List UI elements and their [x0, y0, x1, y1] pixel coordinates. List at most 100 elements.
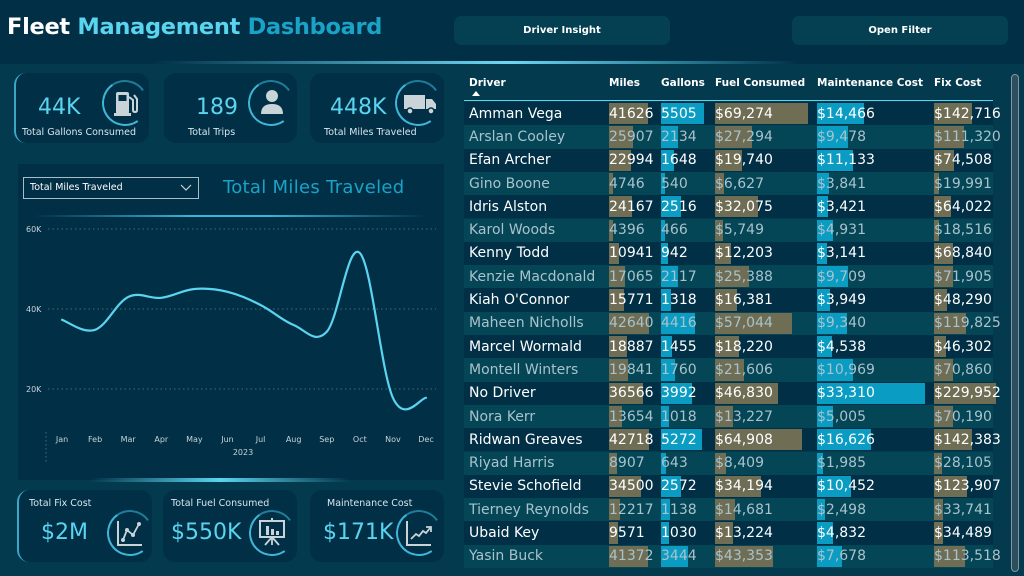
table-row[interactable]: Marcel Wormald 18887 1455 $18,220 $4,538 $46,… [464, 335, 993, 359]
data-point-mar[interactable] [125, 294, 131, 300]
table-row[interactable]: Maheen Nicholls 42640 4416 $57,044 $9,340 $11… [464, 311, 1001, 335]
cell-text: $27,294 [715, 128, 773, 145]
cell-text: $10,452 [817, 478, 875, 495]
column-header-gallons[interactable]: Gallons [661, 77, 705, 89]
table-row[interactable]: Kiah O'Connor 15771 1318 $16,381 $3,949 $48,2… [464, 288, 993, 312]
cell-text: $25,388 [715, 268, 773, 285]
table-row[interactable]: Nora Kerr 13654 1018 $13,227 $5,005 $70,190 [464, 404, 993, 429]
table-row[interactable]: Tierney Reynolds 12217 1138 $14,681 $2,498 $3… [464, 498, 993, 522]
kpi-value: $550K [171, 520, 242, 545]
table-row[interactable]: Ubaid Key 9571 1030 $13,224 $4,832 $34,489 [464, 521, 993, 545]
cell-maintenance: $16,626 [817, 428, 929, 451]
cell-miles: 24167 [609, 195, 657, 218]
data-bar-fuel [715, 219, 723, 241]
data-point-dec[interactable] [423, 395, 429, 401]
cell-gallons: 1138 [661, 498, 711, 521]
open-filter-button[interactable]: Open Filter [792, 16, 1008, 45]
data-point-jul[interactable] [258, 302, 264, 308]
table-row[interactable]: Kenny Todd 10941 942 $12,203 $3,141 $68,840 [464, 241, 993, 266]
cell-maintenance: $3,141 [817, 242, 929, 265]
metric-dropdown[interactable]: Total Miles Traveled [23, 177, 199, 199]
data-bar-fix [934, 196, 952, 218]
truck-icon [402, 88, 438, 118]
data-bar-miles [609, 522, 618, 544]
cell-miles: 42718 [609, 428, 657, 451]
data-bar-fuel [715, 452, 727, 474]
table-row[interactable]: Ridwan Greaves 42718 5272 $64,908 $16,626 $14… [464, 428, 1001, 452]
table-scrollbar[interactable] [1011, 74, 1019, 572]
data-bar-fuel [715, 289, 737, 311]
cell-miles: 4746 [609, 172, 657, 195]
cell-text: $142,716 [934, 105, 1001, 122]
table-row[interactable]: Karol Woods 4396 466 $5,749 $4,931 $18,516 [464, 218, 993, 242]
data-bar-maintenance [817, 289, 830, 311]
data-bar-gallons [661, 429, 703, 451]
cell-driver: Efan Archer [469, 149, 604, 172]
data-point-jun[interactable] [224, 289, 230, 295]
cell-text: $14,681 [715, 501, 773, 518]
driver-insight-button[interactable]: Driver Insight [454, 16, 670, 45]
table-row[interactable]: Idris Alston 24167 2516 $32,075 $3,421 $64,02… [464, 195, 993, 219]
data-point-oct[interactable] [357, 250, 363, 256]
data-bar-gallons [661, 475, 682, 498]
table-row[interactable]: Montell Winters 19841 1760 $21,606 $10,969 $7… [464, 358, 993, 382]
cell-text: $34,194 [715, 478, 773, 495]
table-row[interactable]: Amman Vega 41626 5505 $69,274 $14,466 $142,71… [464, 102, 1001, 126]
column-header-fuel-consumed[interactable]: Fuel Consumed [715, 77, 806, 89]
cell-fuel: $25,388 [715, 265, 813, 288]
data-bar-miles [609, 452, 618, 474]
data-point-may[interactable] [191, 286, 197, 292]
x-tick-label: Nov [385, 435, 401, 444]
cell-maintenance: $14,466 [817, 102, 929, 125]
data-point-apr[interactable] [158, 295, 164, 301]
table-row[interactable]: Efan Archer 22994 1648 $19,740 $11,133 $74,50… [464, 148, 993, 172]
column-header-miles[interactable]: Miles [609, 77, 641, 89]
cell-text: $9,478 [817, 128, 866, 145]
data-bar-fuel [715, 405, 733, 428]
data-bar-miles [609, 336, 627, 358]
data-bar-fix [934, 499, 944, 521]
cell-driver: Riyad Harris [469, 452, 604, 475]
column-header-maintenance-cost[interactable]: Maintenance Cost [817, 77, 923, 89]
data-point-feb[interactable] [92, 327, 98, 333]
table-row[interactable]: Arslan Cooley 25907 2134 $27,294 $9,478 $111,… [464, 125, 1001, 149]
cell-maintenance: $1,985 [817, 452, 929, 475]
x-axis-label: 2023 [233, 448, 253, 457]
cell-miles: 36566 [609, 382, 657, 405]
column-header-fix-cost[interactable]: Fix Cost [934, 77, 982, 89]
data-point-jan[interactable] [59, 317, 65, 323]
data-point-sep[interactable] [324, 329, 330, 335]
cell-fix: $119,825 [934, 312, 1001, 335]
table-row[interactable]: Gino Boone 4746 540 $6,627 $3,841 $19,991 [464, 171, 993, 196]
cell-text: $48,290 [934, 292, 992, 309]
data-bar-miles [609, 545, 648, 567]
data-bar-fuel [715, 242, 732, 265]
data-point-nov[interactable] [390, 395, 396, 401]
cell-text: 1455 [661, 338, 697, 355]
table-row[interactable]: Yasin Buck 41372 3444 $43,353 $7,678 $113,518 [464, 544, 1001, 568]
cell-gallons: 3992 [661, 382, 711, 405]
table-row[interactable]: Kenzie Macdonald 17065 2117 $25,388 $9,709 $7… [464, 265, 993, 289]
cell-driver: Montell Winters [469, 358, 604, 381]
series-line-0[interactable] [60, 250, 428, 411]
data-bar-fuel [715, 266, 750, 288]
cell-maintenance: $5,005 [817, 405, 929, 428]
data-bar-fuel [715, 149, 742, 171]
cell-gallons: 1760 [661, 358, 711, 381]
sort-ascending-icon[interactable] [472, 91, 480, 96]
column-header-driver[interactable]: Driver [469, 77, 506, 89]
cell-text: 36566 [609, 385, 654, 402]
table-row[interactable]: No Driver 36566 3992 $46,830 $33,310 $229,952 [464, 381, 1001, 405]
data-bar-gallons [661, 545, 688, 567]
cell-text: 17065 [609, 268, 654, 285]
table-row[interactable]: Riyad Harris 8907 643 $8,409 $1,985 $28,105 [464, 451, 993, 475]
cell-gallons: 2134 [661, 125, 711, 148]
cell-maintenance: $9,478 [817, 125, 929, 148]
data-bar-fix [934, 522, 944, 544]
data-point-aug[interactable] [291, 322, 297, 328]
cell-text: $229,952 [934, 385, 1001, 402]
cell-fuel: $27,294 [715, 125, 813, 148]
cell-text: $12,203 [715, 245, 773, 262]
cell-miles: 22994 [609, 149, 657, 172]
table-row[interactable]: Stevie Schofield 34500 2572 $34,194 $10,452 $… [464, 474, 1001, 499]
